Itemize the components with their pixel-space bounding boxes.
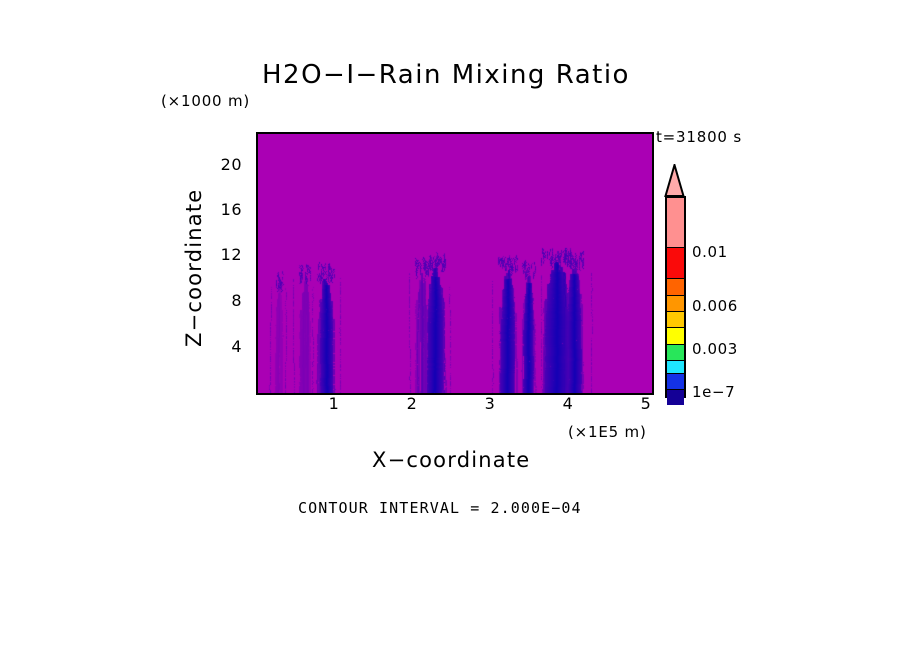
- colorbar-tick-label: 0.01: [692, 243, 728, 261]
- colorbar-segment-blue: [667, 372, 684, 389]
- colorbar-segment-orange-red: [667, 278, 684, 295]
- colorbar-segment-orange: [667, 294, 684, 311]
- x-tick-label: 4: [562, 394, 574, 413]
- y-axis-title: Z−coordinate: [182, 188, 206, 348]
- colorbar-segment-yellow: [667, 327, 684, 344]
- colorbar-tick-label: 1e−7: [692, 383, 736, 401]
- colorbar[interactable]: [665, 196, 686, 405]
- page-title: H2O−I−Rain Mixing Ratio: [262, 60, 630, 90]
- y-tick-label: 12: [220, 245, 242, 264]
- y-tick-label: 8: [231, 291, 242, 310]
- colorbar-segment-green: [667, 343, 684, 361]
- plot-area[interactable]: [256, 132, 654, 395]
- colorbar-segment-salmon: [667, 198, 684, 248]
- x-tick-label: 2: [406, 394, 418, 413]
- colorbar-arrow-icon: [664, 164, 685, 197]
- y-tick-label: 20: [220, 155, 242, 174]
- colorbar-segment-cyan: [667, 360, 684, 373]
- y-tick-label: 4: [231, 337, 242, 356]
- colorbar-segment-gold: [667, 311, 684, 328]
- colorbar-tick-label: 0.003: [692, 340, 738, 358]
- y-tick-label: 16: [220, 200, 242, 219]
- contour-interval-note: CONTOUR INTERVAL = 2.000E−04: [298, 499, 582, 517]
- x-axis-units-label: (×1E5 m): [568, 423, 647, 441]
- x-tick-label: 5: [640, 394, 652, 413]
- z-axis-units-label: (×1000 m): [161, 92, 251, 110]
- colorbar-segment-navy: [667, 388, 684, 405]
- x-tick-label: 3: [484, 394, 496, 413]
- rain-mixing-ratio-field: [258, 134, 652, 393]
- time-stamp-label: t=31800 s: [656, 128, 742, 146]
- colorbar-tick-label: 0.006: [692, 297, 738, 315]
- colorbar-segment-red: [667, 247, 684, 279]
- x-axis-title: X−coordinate: [372, 448, 531, 472]
- x-tick-label: 1: [328, 394, 340, 413]
